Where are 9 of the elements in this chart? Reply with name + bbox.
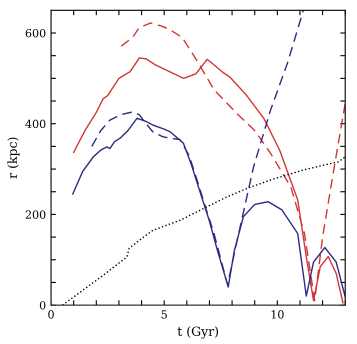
x-axis-title: t (Gyr)	[178, 326, 218, 339]
x-tick-label: 5	[162, 310, 167, 319]
x-tick-label: 0	[48, 310, 54, 319]
y-tick-label: 200	[26, 210, 46, 219]
y-tick-label: 400	[25, 120, 46, 128]
x-tick-label: 10	[272, 310, 284, 319]
y-axis-title: r (kpc)	[7, 138, 20, 178]
y-tick-label: 600	[26, 28, 46, 38]
y-tick-label: 0	[40, 301, 46, 310]
